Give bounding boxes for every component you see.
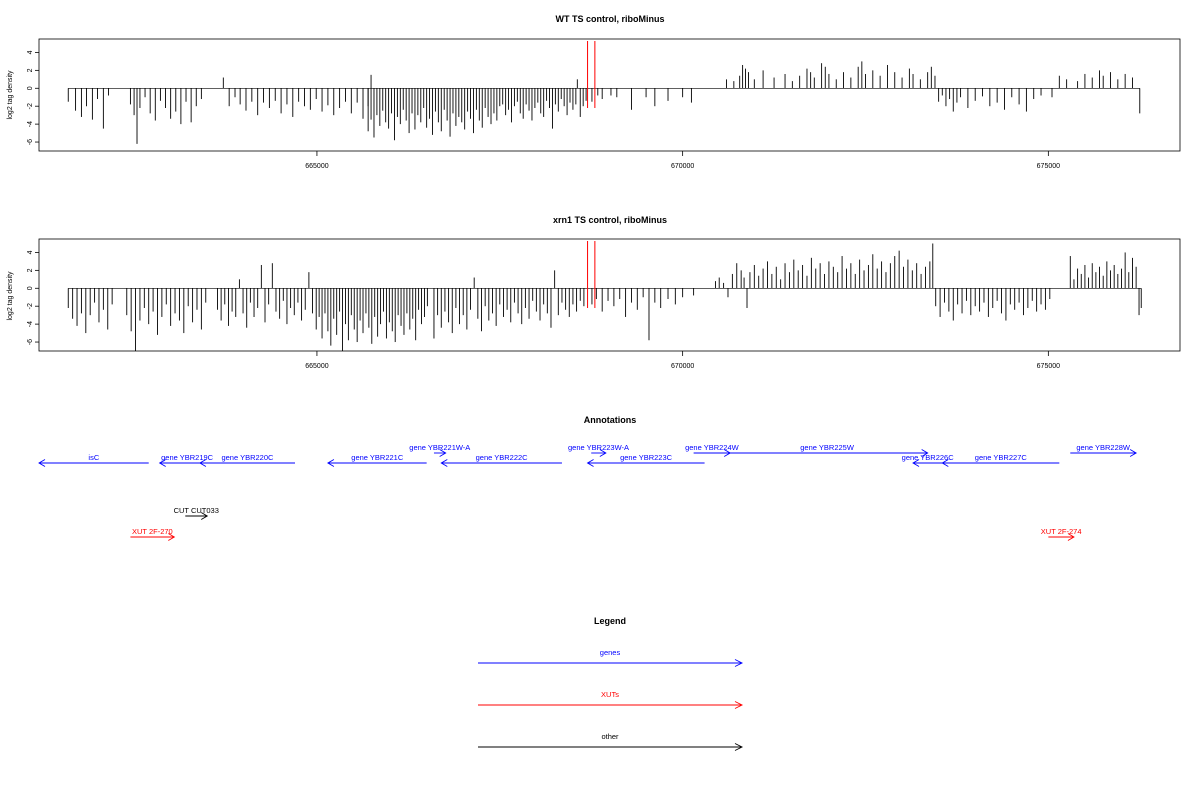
feature-label: CUT CUT033 <box>174 506 219 515</box>
other-feature: CUT CUT033 <box>174 506 219 520</box>
feature-label: gene YBR223C <box>620 453 673 462</box>
feature-label: gene YBR225W <box>800 443 855 452</box>
gene-feature: isC <box>38 453 149 467</box>
y-tick-label: -4 <box>27 321 34 327</box>
legend-title: Legend <box>594 616 626 626</box>
gene-feature: gene YBR221W-A <box>409 443 470 457</box>
feature-label: XUT 2F-270 <box>132 527 173 536</box>
feature-label: gene YBR219C <box>161 453 214 462</box>
arrow-head <box>941 459 949 467</box>
xut-feature: XUT 2F-274 <box>1041 527 1082 541</box>
arrow-head <box>586 459 594 467</box>
position-markers <box>587 241 596 308</box>
wt-ts-control-panel: WT TS control, riboMinus log2 tag densit… <box>7 14 1181 170</box>
feature-label: gene YBR223W-A <box>568 443 629 452</box>
legend-arrow-icon <box>734 659 744 667</box>
xrn1-ts-control-panel: xrn1 TS control, riboMinus log2 tag dens… <box>7 215 1181 370</box>
gene-feature: gene YBR221C <box>327 453 427 467</box>
feature-label: gene YBR221W-A <box>409 443 470 452</box>
x-axis: 665000 670000 675000 <box>305 151 1060 170</box>
x-axis: 665000 670000 675000 <box>305 351 1060 370</box>
feature-label: gene YBR222C <box>476 453 529 462</box>
annotations-title: Annotations <box>584 415 637 425</box>
feature-label: gene YBR227C <box>975 453 1028 462</box>
legend-label: other <box>601 732 619 741</box>
position-markers <box>587 41 596 108</box>
y-tick-label: -2 <box>27 303 34 309</box>
y-axis-label: log2 tag density <box>7 271 14 321</box>
arrow-head <box>38 459 46 467</box>
gene-feature: gene YBR223W-A <box>568 443 629 457</box>
arrow-head <box>1067 533 1075 541</box>
arrow-head <box>439 449 447 457</box>
gene-feature: gene YBR223C <box>586 453 705 467</box>
legend-item: XUTs <box>478 690 744 709</box>
arrow-head <box>599 449 607 457</box>
arrow-head <box>200 512 209 520</box>
chart-title: xrn1 TS control, riboMinus <box>553 215 667 225</box>
x-tick-label: 665000 <box>305 363 328 370</box>
y-tick-label: -6 <box>27 339 34 345</box>
legend-arrow-icon <box>734 701 744 709</box>
feature-label: XUT 2F-274 <box>1041 527 1082 536</box>
gene-feature: gene YBR226C <box>902 453 955 467</box>
y-axis-label: log2 tag density <box>7 70 14 120</box>
legend-item: genes <box>478 648 744 667</box>
y-tick-label: 4 <box>27 250 34 254</box>
y-tick-label: 2 <box>27 68 34 72</box>
legend-label: genes <box>600 648 621 657</box>
plot-frame <box>38 38 1181 152</box>
legend-label: XUTs <box>601 690 619 699</box>
legend-items: genes XUTs other <box>478 648 744 751</box>
x-tick-label: 675000 <box>1037 363 1060 370</box>
annotation-features: isC gene YBR219C gene YBR220C gene YBR221C g… <box>38 443 1138 541</box>
feature-label: gene YBR226C <box>902 453 955 462</box>
density-bars <box>67 61 1141 144</box>
legend: Legend genes XUTs other <box>478 616 744 751</box>
legend-arrow-icon <box>734 743 744 751</box>
x-tick-label: 675000 <box>1037 163 1060 170</box>
plot-frame <box>38 238 1181 352</box>
arrow-head <box>1129 449 1138 457</box>
arrow-head <box>168 533 176 541</box>
xut-feature: XUT 2F-270 <box>130 527 176 541</box>
feature-label: gene YBR224W <box>685 443 740 452</box>
annotations-track: Annotations isC gene YBR219C gene YBR220C g… <box>38 415 1138 541</box>
feature-label: gene YBR221C <box>351 453 404 462</box>
gene-feature: gene YBR227C <box>941 453 1060 467</box>
gene-feature: gene YBR222C <box>440 453 562 467</box>
y-tick-label: 0 <box>27 86 34 90</box>
legend-item: other <box>478 732 744 751</box>
gene-feature: gene YBR219C <box>158 453 215 467</box>
chart-title: WT TS control, riboMinus <box>556 14 665 24</box>
gene-feature: gene YBR228W <box>1070 443 1138 457</box>
gene-feature: gene YBR224W <box>685 443 740 457</box>
y-axis: 4 2 0 -2 -4 -6 <box>27 250 39 345</box>
y-tick-label: 4 <box>27 50 34 54</box>
gene-feature: gene YBR220C <box>199 453 295 467</box>
arrow-head <box>158 459 166 467</box>
x-tick-label: 665000 <box>305 163 328 170</box>
arrow-head <box>440 459 448 467</box>
y-tick-label: -4 <box>27 121 34 127</box>
feature-label: isC <box>88 453 99 462</box>
y-tick-label: 2 <box>27 268 34 272</box>
x-tick-label: 670000 <box>671 163 694 170</box>
arrow-head <box>327 459 335 467</box>
gene-feature: gene YBR225W <box>726 443 929 457</box>
y-tick-label: 0 <box>27 286 34 290</box>
y-tick-label: -6 <box>27 139 34 145</box>
arrow-head <box>921 449 929 457</box>
x-tick-label: 670000 <box>671 363 694 370</box>
arrow-head <box>912 459 920 467</box>
y-axis: 4 2 0 -2 -4 -6 <box>27 50 39 145</box>
feature-label: gene YBR220C <box>221 453 274 462</box>
y-tick-label: -2 <box>27 103 34 109</box>
arrow-head <box>199 459 207 467</box>
feature-label: gene YBR228W <box>1076 443 1131 452</box>
density-bars <box>67 243 1142 351</box>
